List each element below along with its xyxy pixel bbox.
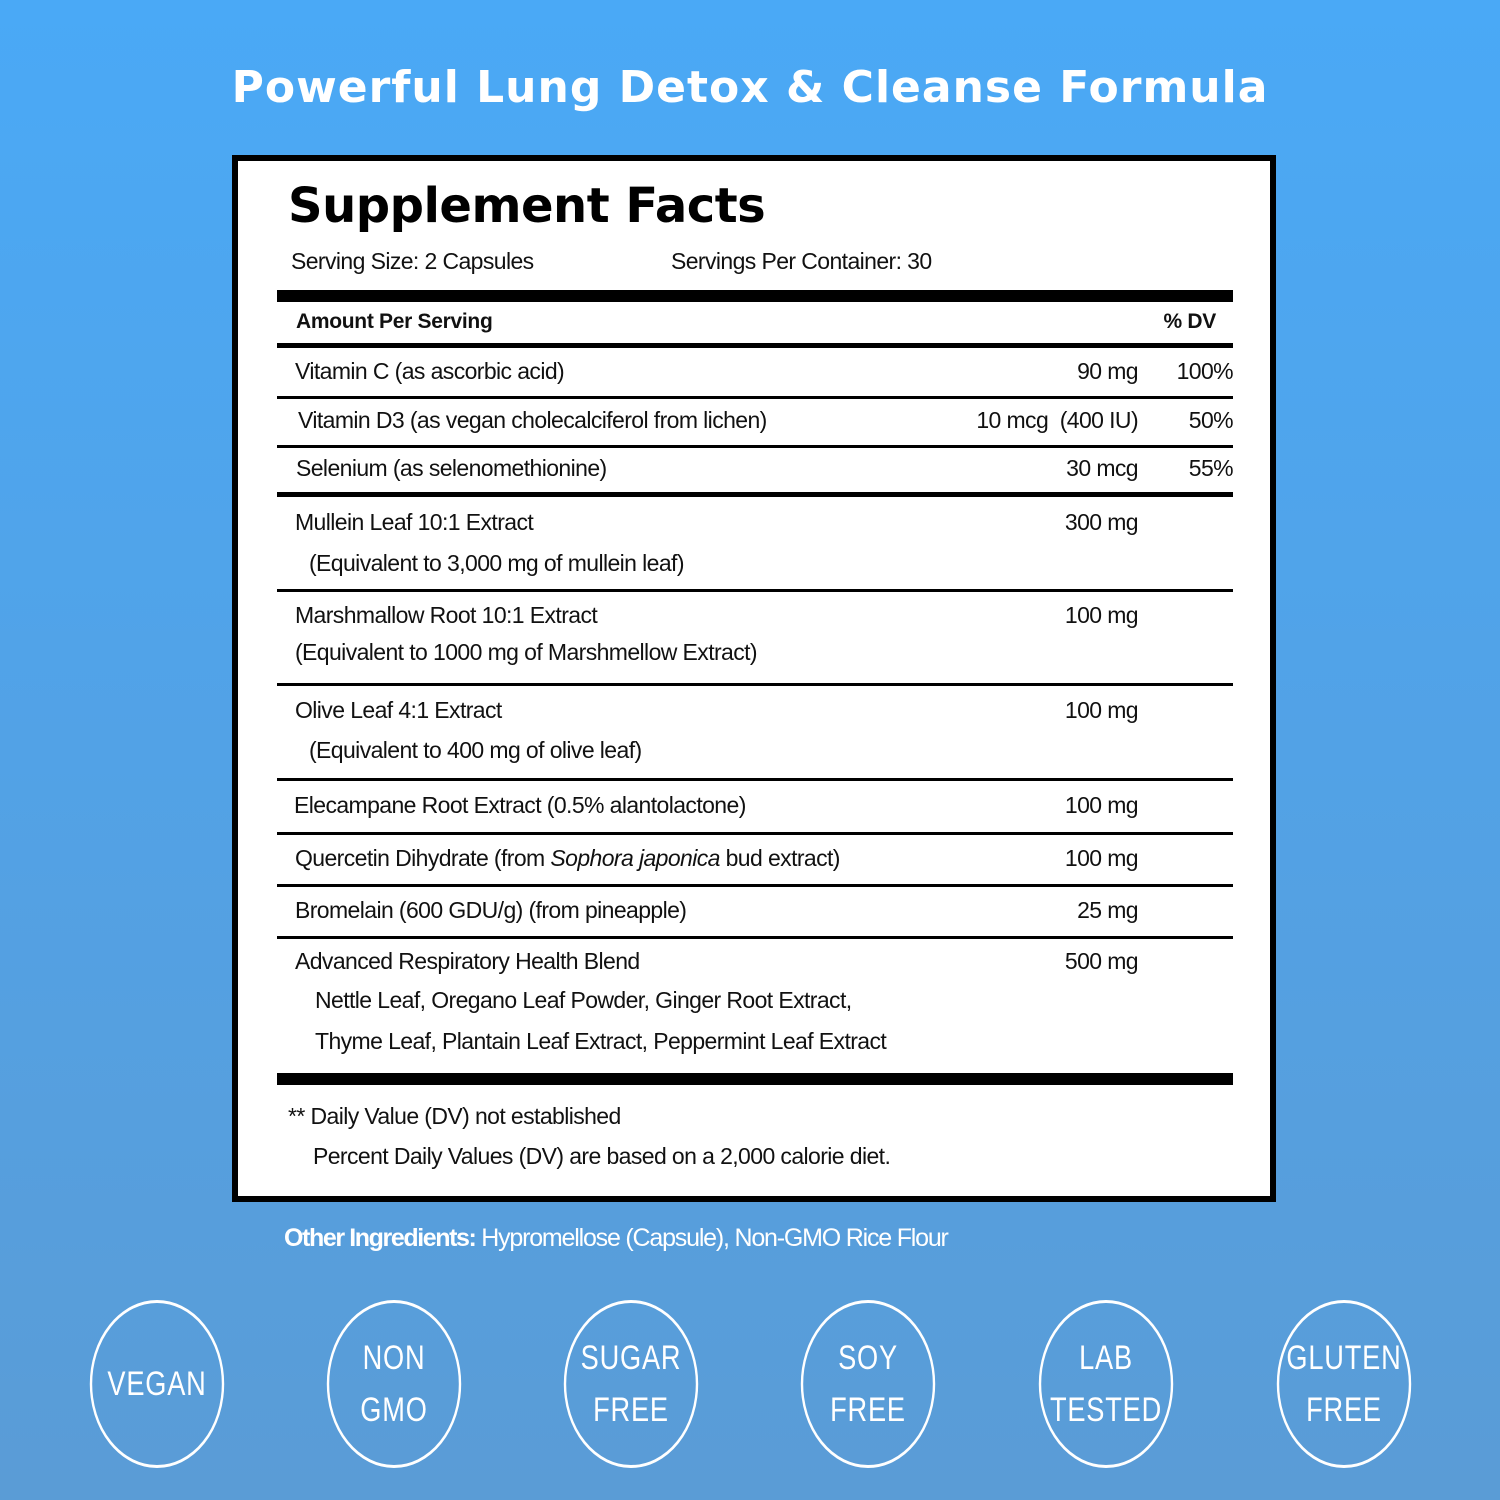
ingredient-detail: (Equivalent to 1000 mg of Marshmellow Ex… xyxy=(295,639,758,665)
headline: Powerful Lung Detox & Cleanse Formula xyxy=(231,62,1269,113)
ingredient-detail: Thyme Leaf, Plantain Leaf Extract, Peppe… xyxy=(315,1028,887,1054)
divider xyxy=(277,778,1233,781)
serving-size: Serving Size: 2 Capsules xyxy=(291,248,534,274)
badge-soy-free: SOY FREE xyxy=(800,1300,936,1468)
ingredient-dv: 55% xyxy=(1188,455,1234,481)
dv-header: % DV xyxy=(1163,310,1217,333)
badge-non-gmo: NON GMO xyxy=(326,1300,462,1468)
ingredient-amount: 100 mg xyxy=(1064,697,1139,723)
badge-text: GLUTEN xyxy=(1286,1339,1402,1377)
badge-text: VEGAN xyxy=(107,1365,207,1403)
divider xyxy=(277,445,1233,448)
ingredient-name: Selenium (as selenomethionine) xyxy=(296,455,607,481)
divider xyxy=(277,396,1233,399)
ingredient-name: Bromelain (600 GDU/g) (from pineapple) xyxy=(295,897,687,923)
ingredient-amount: 100 mg xyxy=(1064,792,1139,818)
ingredient-amount: 90 mg xyxy=(1077,358,1139,384)
ingredient-name: Elecampane Root Extract (0.5% alantolact… xyxy=(294,792,746,818)
badge-text: FREE xyxy=(1306,1391,1382,1429)
badge-lab-tested: LAB TESTED xyxy=(1038,1300,1174,1468)
ingredient-name: Olive Leaf 4:1 Extract xyxy=(295,697,502,723)
badge-text: SUGAR xyxy=(580,1339,682,1377)
ingredient-name-part: bud extract) xyxy=(719,845,841,871)
badge-text: SOY xyxy=(838,1339,898,1377)
ingredient-name: Advanced Respiratory Health Blend xyxy=(295,948,640,974)
amount-per-serving-header: Amount Per Serving xyxy=(296,310,493,333)
ingredient-name-part: Sophora japonica xyxy=(550,845,720,871)
thick-divider xyxy=(277,290,1233,302)
divider xyxy=(277,343,1233,348)
ingredient-dv: 50% xyxy=(1188,407,1234,433)
badge-text: FREE xyxy=(593,1391,669,1429)
other-ingredients-value: Hypromellose (Capsule), Non-GMO Rice Flo… xyxy=(475,1224,949,1252)
ingredient-name-part: Quercetin Dihydrate (from xyxy=(295,845,551,871)
ingredient-amount: 25 mg xyxy=(1077,897,1139,923)
ingredient-amount: 300 mg xyxy=(1064,509,1139,535)
other-ingredients: Other Ingredients: Hypromellose (Capsule… xyxy=(284,1224,949,1253)
ingredient-amount: 10 mcg (400 IU) xyxy=(976,407,1138,433)
divider xyxy=(277,492,1233,497)
ingredient-name: Vitamin D3 (as vegan cholecalciferol fro… xyxy=(298,407,767,433)
badge-text: NON xyxy=(362,1339,426,1377)
other-ingredients-label: Other Ingredients: xyxy=(284,1224,477,1252)
ingredient-name: Quercetin Dihydrate (from Sophora japoni… xyxy=(295,847,840,870)
ingredient-detail: Nettle Leaf, Oregano Leaf Powder, Ginger… xyxy=(315,987,852,1013)
badge-sugar-free: SUGAR FREE xyxy=(563,1300,699,1468)
ingredient-name: Mullein Leaf 10:1 Extract xyxy=(295,509,534,535)
ingredient-name: Marshmallow Root 10:1 Extract xyxy=(295,602,598,628)
ingredient-name: Vitamin C (as ascorbic acid) xyxy=(295,358,565,384)
ingredient-amount: 500 mg xyxy=(1064,948,1139,974)
footnote-dv-not-established: ** Daily Value (DV) not established xyxy=(288,1103,621,1129)
footnote-percent-dv: Percent Daily Values (DV) are based on a… xyxy=(313,1143,891,1169)
servings-per-container: Servings Per Container: 30 xyxy=(671,248,932,274)
ingredient-amount: 100 mg xyxy=(1064,602,1139,628)
badge-text: GMO xyxy=(360,1391,428,1429)
divider xyxy=(277,589,1233,592)
ingredient-detail: (Equivalent to 3,000 mg of mullein leaf) xyxy=(309,550,684,576)
badge-text: TESTED xyxy=(1049,1391,1163,1429)
facts-title: Supplement Facts xyxy=(288,178,766,234)
divider xyxy=(277,884,1233,887)
badge-gluten-free: GLUTEN FREE xyxy=(1276,1300,1412,1468)
ingredient-amount: 100 mg xyxy=(1064,845,1139,871)
thick-divider xyxy=(277,1073,1233,1085)
ingredient-dv: 100% xyxy=(1176,358,1234,384)
badge-vegan: VEGAN xyxy=(89,1300,225,1468)
divider xyxy=(277,936,1233,939)
divider xyxy=(277,832,1233,835)
divider xyxy=(277,683,1233,686)
badge-text: LAB xyxy=(1079,1339,1133,1377)
badge-text: FREE xyxy=(830,1391,906,1429)
ingredient-detail: (Equivalent to 400 mg of olive leaf) xyxy=(309,737,642,763)
ingredient-amount: 30 mcg xyxy=(1066,455,1138,481)
supplement-facts-panel xyxy=(232,155,1276,1202)
